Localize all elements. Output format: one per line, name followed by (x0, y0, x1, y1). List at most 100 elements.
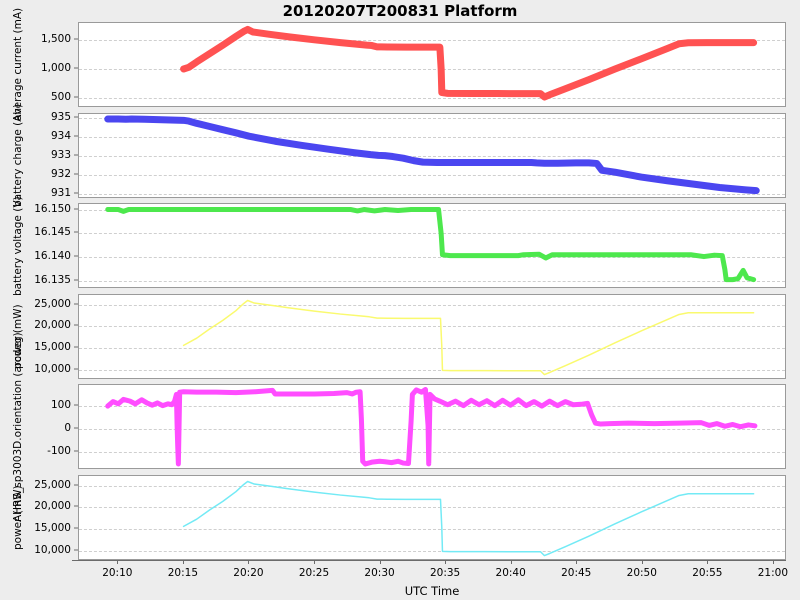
ytick-mark-battery-charge-0 (74, 116, 78, 118)
ytick-label-power-2-2: 15,000 (34, 521, 71, 534)
xtick-mark-3 (314, 560, 315, 564)
series-layer-battery-charge (79, 114, 785, 197)
xtick-label-5: 20:35 (429, 567, 461, 579)
xtick-label-8: 20:50 (626, 567, 657, 579)
ytick-mark-battery-voltage-2 (74, 255, 78, 257)
ytick-label-battery-voltage-1: 16.145 (34, 226, 71, 239)
xtick-mark-2 (248, 560, 250, 564)
plot-panel-power-1 (78, 294, 786, 379)
gridline-power-2-0 (79, 485, 785, 487)
gridline-battery-charge-2 (79, 156, 785, 158)
ytick-label-orientation-0: 100 (50, 399, 71, 412)
xtick-label-6: 20:40 (495, 567, 526, 579)
gridline-average-current-1 (79, 68, 785, 70)
gridline-power-1-0 (79, 304, 785, 306)
xaxis-label: UTC Time (404, 584, 460, 598)
xtick-mark-0 (117, 560, 119, 564)
gridline-power-2-1 (79, 507, 785, 509)
xtick-label-7: 20:45 (561, 567, 592, 579)
ytick-label-power-2-0: 25,000 (34, 478, 71, 491)
ytick-label-average-current-0: 1,500 (40, 33, 71, 46)
gridline-battery-voltage-3 (79, 280, 785, 282)
xaxis-line (72, 560, 786, 561)
gridline-orientation-1 (79, 429, 785, 431)
plot-panel-power-2 (78, 475, 786, 560)
gridline-power-2-2 (79, 528, 785, 530)
ytick-label-orientation-1: 0 (64, 422, 71, 435)
page-title: 20120207T200831 Platform (282, 2, 518, 20)
gridline-power-1-2 (79, 347, 785, 349)
series-layer-average-current (79, 23, 785, 106)
ytick-mark-average-current-1 (74, 67, 78, 69)
ytick-label-power-1-3: 10,000 (34, 362, 71, 375)
xtick-mark-7 (576, 560, 578, 564)
ytick-label-battery-charge-4: 931 (50, 187, 71, 200)
series-layer-battery-voltage (79, 204, 785, 287)
gridline-battery-voltage-2 (79, 256, 785, 258)
xtick-label-1: 20:15 (167, 567, 199, 579)
yaxis-label-battery-voltage: battery voltage (V) (12, 195, 24, 296)
ytick-mark-power-1-0 (74, 303, 78, 305)
xtick-label-10: 21:00 (757, 567, 789, 579)
ytick-mark-power-2-3 (74, 549, 78, 551)
ytick-label-battery-voltage-2: 16.140 (34, 249, 71, 262)
plot-panel-average-current (78, 22, 786, 107)
ytick-mark-battery-charge-3 (74, 173, 78, 175)
ytick-mark-orientation-2 (74, 450, 78, 452)
xtick-mark-9 (707, 560, 709, 564)
xtick-label-3: 20:25 (298, 567, 330, 579)
gridline-battery-charge-0 (79, 117, 785, 119)
ytick-label-power-1-0: 25,000 (34, 297, 71, 310)
yaxis-label-battery-charge: battery charge (Ah) (12, 103, 24, 207)
gridline-battery-charge-3 (79, 175, 785, 177)
data-series-power-1-0 (184, 301, 754, 375)
ytick-mark-power-2-2 (74, 527, 78, 529)
ytick-label-battery-charge-1: 934 (50, 129, 71, 142)
gridline-battery-charge-4 (79, 194, 785, 196)
ytick-label-battery-voltage-0: 16.150 (34, 202, 71, 215)
gridline-power-1-3 (79, 369, 785, 371)
ytick-mark-battery-charge-1 (74, 135, 78, 137)
data-series-power-2-0 (184, 482, 754, 556)
data-series-battery-charge-0 (108, 119, 756, 191)
series-layer-orientation (79, 385, 785, 468)
xtick-mark-10 (772, 560, 774, 564)
gridline-power-2-3 (79, 550, 785, 552)
ytick-mark-power-1-3 (74, 368, 78, 370)
ytick-label-average-current-2: 500 (50, 90, 71, 103)
xtick-label-0: 20:10 (102, 567, 133, 579)
data-series-battery-voltage-0 (108, 210, 754, 280)
yaxis-label-power-2: power (mW) (12, 485, 24, 550)
gridline-battery-charge-1 (79, 136, 785, 138)
xtick-label-9: 20:55 (692, 567, 723, 579)
series-layer-power-2 (79, 476, 785, 559)
ytick-mark-orientation-1 (74, 427, 78, 429)
xtick-mark-6 (510, 560, 512, 564)
xtick-label-2: 20:20 (233, 567, 264, 579)
ytick-label-power-1-2: 15,000 (34, 340, 71, 353)
ytick-mark-orientation-0 (74, 404, 78, 406)
gridline-power-1-1 (79, 326, 785, 328)
xtick-mark-1 (182, 560, 184, 564)
ytick-mark-battery-charge-4 (74, 192, 78, 194)
ytick-mark-battery-voltage-0 (74, 208, 78, 210)
ytick-label-power-1-1: 20,000 (34, 319, 71, 332)
gridline-average-current-0 (79, 40, 785, 42)
ytick-label-battery-voltage-3: 16.135 (34, 273, 71, 286)
ytick-label-power-2-1: 20,000 (34, 500, 71, 513)
ytick-label-average-current-1: 1,000 (40, 61, 71, 74)
plot-panel-orientation (78, 384, 786, 469)
ytick-mark-power-2-1 (74, 505, 78, 507)
gridline-average-current-2 (79, 97, 785, 99)
ytick-mark-power-1-2 (74, 346, 78, 348)
ytick-label-battery-charge-3: 932 (50, 168, 71, 181)
plot-panel-battery-charge (78, 113, 786, 198)
data-series-orientation-0 (108, 389, 755, 463)
ytick-mark-battery-charge-2 (74, 154, 78, 156)
plot-panel-battery-voltage (78, 203, 786, 288)
ytick-label-orientation-2: -100 (47, 445, 71, 458)
ytick-mark-power-2-0 (74, 484, 78, 486)
ytick-mark-average-current-0 (74, 38, 78, 40)
series-layer-power-1 (79, 295, 785, 378)
